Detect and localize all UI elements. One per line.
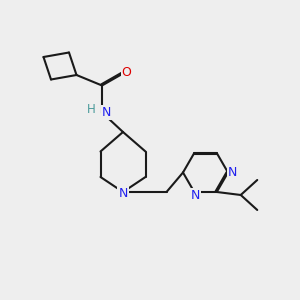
- Text: H: H: [87, 103, 96, 116]
- Text: N: N: [228, 166, 237, 179]
- Text: N: N: [118, 187, 128, 200]
- Text: N: N: [102, 106, 111, 119]
- Text: N: N: [191, 189, 200, 202]
- Text: O: O: [122, 65, 131, 79]
